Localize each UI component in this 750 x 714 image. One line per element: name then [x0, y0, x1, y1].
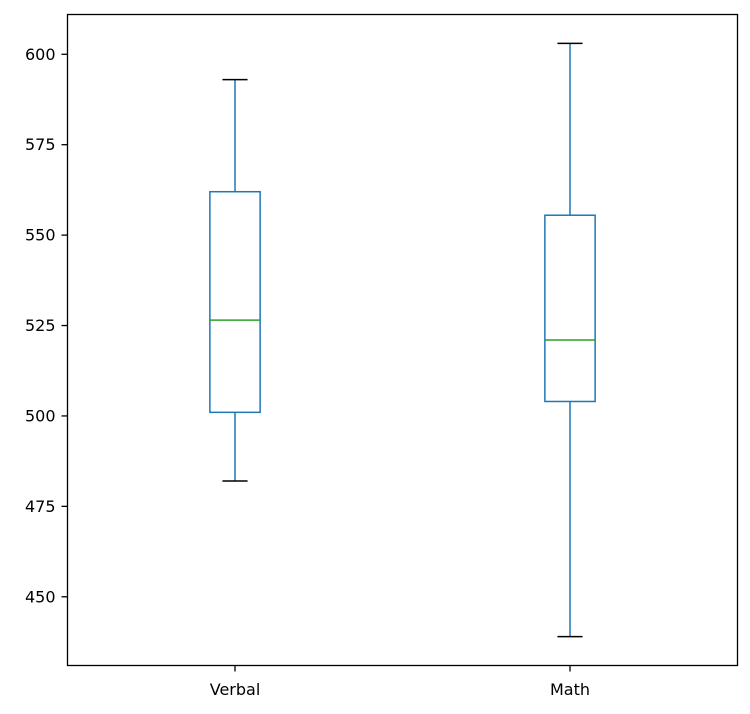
x-tick-label: Verbal [210, 680, 261, 699]
box-verbal [209, 78, 261, 482]
y-tick-label: 550 [25, 226, 56, 245]
box-iqr [209, 190, 261, 414]
box-math [544, 42, 596, 638]
plot-frame [66, 13, 739, 667]
box-iqr [544, 214, 596, 403]
y-tick-label: 600 [25, 45, 56, 64]
y-tick-label: 475 [25, 497, 56, 516]
y-tick-label: 500 [25, 406, 56, 425]
x-axis: Verbal Math [210, 665, 590, 699]
y-tick-label: 525 [25, 316, 56, 335]
box-series [209, 42, 596, 638]
y-axis: 450 475 500 525 550 575 600 [25, 45, 68, 606]
x-tick-label: Math [550, 680, 590, 699]
y-tick-label: 450 [25, 587, 56, 606]
y-tick-label: 575 [25, 135, 56, 154]
